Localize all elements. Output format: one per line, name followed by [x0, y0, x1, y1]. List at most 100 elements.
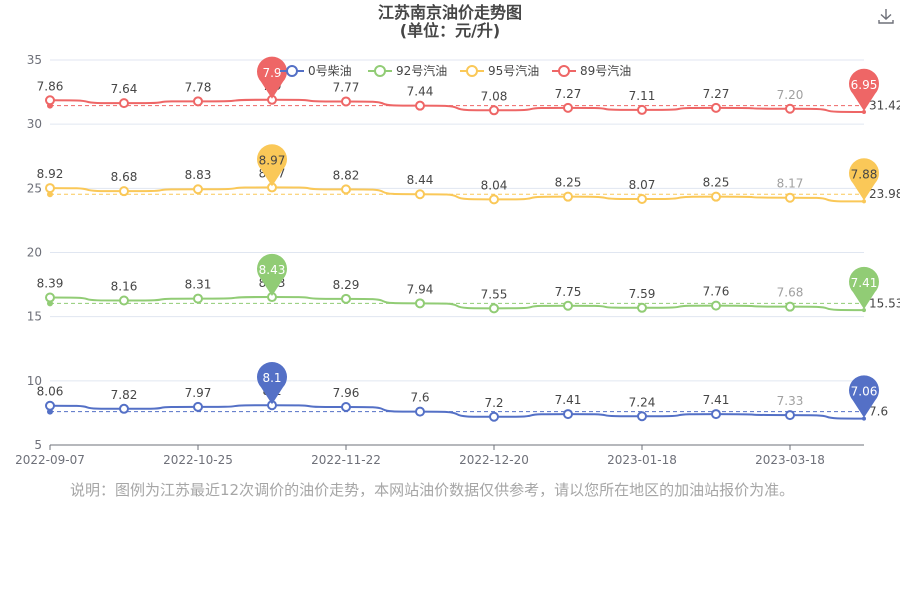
x-tick-label: 2022-10-25 [163, 453, 233, 467]
data-point [637, 193, 647, 204]
average-label: 15.53 [869, 296, 900, 310]
data-point [711, 191, 721, 202]
max-pin: 7.9 [257, 56, 288, 99]
legend-marker [466, 65, 478, 77]
data-label: 7.24 [629, 395, 656, 409]
data-point [563, 409, 573, 420]
data-point [193, 96, 203, 107]
y-tick-label: 35 [27, 53, 42, 67]
y-tick-label: 30 [27, 117, 42, 131]
legend-marker [286, 65, 298, 77]
pin-shape [257, 253, 288, 297]
data-label: 7.86 [37, 79, 64, 93]
data-label: 8.92 [37, 167, 64, 181]
data-point [45, 95, 55, 106]
legend-marker [374, 65, 386, 77]
data-label: 7.08 [481, 89, 508, 103]
legend-label: 89号汽油 [580, 63, 631, 78]
data-point [119, 403, 129, 414]
data-label: 8.07 [629, 178, 656, 192]
data-point [489, 411, 499, 422]
series-line [49, 186, 865, 203]
data-label: 8.44 [407, 173, 434, 187]
y-tick-label: 15 [27, 310, 42, 324]
average-label: 7.6 [869, 405, 888, 419]
data-point [341, 293, 351, 304]
data-point [415, 406, 425, 417]
min-pin: 7.88 [849, 158, 880, 201]
legend-item[interactable]: 89号汽油 [552, 63, 631, 78]
data-label: 7.77 [333, 80, 360, 94]
data-point [415, 189, 425, 200]
pin-shape [849, 68, 879, 111]
data-label: 7.68 [777, 286, 804, 300]
data-label: 8.25 [703, 176, 730, 190]
data-point [563, 300, 573, 311]
pin-shape [257, 144, 288, 187]
legend-item[interactable]: 95号汽油 [460, 63, 539, 78]
data-point [45, 183, 55, 194]
x-tick-label: 2022-11-22 [311, 453, 381, 467]
chart-title: 江苏南京油价走势图 [377, 3, 522, 22]
average-label: 31.42 [869, 99, 900, 113]
data-label: 7.59 [629, 287, 656, 301]
legend-label: 95号汽油 [488, 63, 539, 78]
data-point [119, 186, 129, 197]
data-point [862, 416, 866, 421]
data-label: 7.27 [703, 87, 730, 101]
data-label: 7.94 [407, 282, 434, 296]
data-label: 7.11 [629, 89, 656, 103]
data-point [563, 102, 573, 113]
y-tick-label: 25 [27, 181, 42, 195]
download-icon[interactable] [876, 6, 896, 26]
data-label: 7.78 [185, 80, 212, 94]
max-pin: 8.1 [257, 362, 288, 405]
legend-item[interactable]: 92号汽油 [368, 63, 447, 78]
data-point [785, 410, 795, 421]
data-point [862, 109, 866, 114]
legend-label: 92号汽油 [396, 63, 447, 78]
data-label: 7.41 [703, 393, 730, 407]
y-tick-label: 10 [27, 374, 42, 388]
data-label: 8.31 [185, 278, 212, 292]
data-label: 8.39 [37, 277, 64, 291]
data-label: 7.96 [333, 386, 360, 400]
x-tick-label: 2022-12-20 [459, 453, 529, 467]
data-point [45, 292, 55, 303]
series-line [49, 296, 865, 312]
chart-subtitle: (单位：元/升) [399, 21, 501, 40]
y-tick-label: 5 [34, 438, 42, 452]
pin-shape [849, 375, 880, 418]
pin-shape [257, 56, 288, 99]
pin-label: 8.97 [259, 153, 286, 167]
data-label: 7.20 [777, 88, 804, 102]
legend-marker [558, 65, 570, 77]
pin-label: 7.9 [262, 66, 281, 80]
data-point [711, 409, 721, 420]
y-tick-label: 20 [27, 246, 42, 260]
data-point [341, 402, 351, 413]
data-point [119, 295, 129, 306]
data-point [489, 303, 499, 314]
data-label: 8.83 [185, 168, 212, 182]
data-point [563, 191, 573, 202]
data-point [637, 104, 647, 115]
data-point [119, 98, 129, 109]
data-point [193, 401, 203, 412]
data-label: 8.04 [481, 178, 508, 192]
data-label: 7.55 [481, 287, 508, 301]
data-label: 7.44 [407, 85, 434, 99]
pin-shape [849, 158, 880, 201]
data-label: 7.41 [555, 393, 582, 407]
pin-shape [849, 266, 880, 310]
legend-label: 0号柴油 [308, 64, 352, 78]
data-point [415, 298, 425, 309]
data-label: 7.2 [484, 396, 503, 410]
legend-item[interactable]: 0号柴油 [280, 64, 352, 78]
pin-label: 8.43 [259, 263, 286, 277]
series-line [49, 404, 865, 420]
pin-label: 7.41 [851, 276, 878, 290]
data-label: 7.82 [111, 388, 138, 402]
x-tick-label: 2023-01-18 [607, 453, 677, 467]
